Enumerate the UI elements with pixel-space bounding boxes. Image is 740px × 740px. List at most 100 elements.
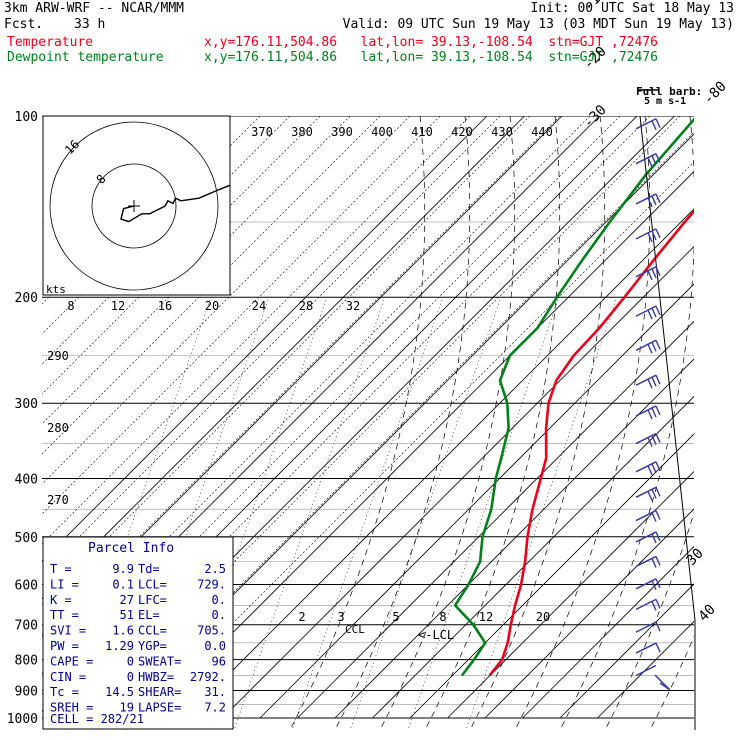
parcel-label: Tc = xyxy=(50,685,79,699)
moist-adiabat-line xyxy=(604,511,694,730)
pressure-tick-label: 100 xyxy=(15,110,38,125)
isotherm-line xyxy=(42,116,488,562)
moist-adiabat-line xyxy=(379,116,516,730)
moist-adiabat-line xyxy=(424,116,561,730)
moist-adiabat-line xyxy=(469,116,606,730)
parcel-label: PW = xyxy=(50,639,79,653)
isotherm-line xyxy=(559,583,694,719)
moist-adiabat-line xyxy=(514,116,651,730)
parcel-value: 96 xyxy=(212,654,226,668)
wind-barb-feather xyxy=(655,305,661,316)
wind-barb-feather xyxy=(647,409,653,420)
wind-barb-staff xyxy=(635,193,657,205)
wind-barb xyxy=(635,405,661,420)
isotherm-label: -30 xyxy=(581,102,610,131)
theta-label-left: 280 xyxy=(47,421,69,435)
mixing-ratio-label: 28 xyxy=(299,299,313,313)
hodograph-trace xyxy=(120,184,231,223)
isotherm-label: -20 xyxy=(581,44,610,73)
wind-barb xyxy=(635,621,661,633)
hodograph-units: kts xyxy=(46,283,66,296)
parcel-label: CAPE = xyxy=(50,654,93,668)
theta-label: 440 xyxy=(531,125,553,139)
theta-label: 400 xyxy=(371,125,393,139)
pressure-tick-label: 1000 xyxy=(7,712,38,727)
parcel-label: HWBZ= xyxy=(138,670,174,684)
hodograph-ring xyxy=(91,163,177,249)
isotherm-label: -10 xyxy=(581,0,610,14)
pressure-tick-label: 200 xyxy=(15,291,38,306)
theta-label: 410 xyxy=(411,125,433,139)
isotherm-line xyxy=(447,470,694,719)
dewpoint-location: x,y=176.11,504.86 lat,lon= 39.13,-108.54… xyxy=(204,50,658,65)
wind-barb-feather xyxy=(655,621,661,632)
wind-barb-feather xyxy=(655,374,661,385)
barb-panel-edge xyxy=(639,115,696,621)
parcel-label: CIN = xyxy=(50,670,86,684)
barb-legend-label: Full barb: xyxy=(636,85,702,98)
wind-barb-feather xyxy=(647,157,653,167)
wind-barb-staff xyxy=(635,118,657,130)
mixing-ratio-low-label: 8 xyxy=(439,610,446,624)
wind-barb-feather xyxy=(655,531,661,542)
mixing-ratio-label: 16 xyxy=(158,299,172,313)
wind-barb-staff xyxy=(635,405,657,417)
parcel-value: 705. xyxy=(197,624,226,638)
parcel-value: 729. xyxy=(197,577,226,591)
wind-barb-feather xyxy=(655,461,661,472)
pressure-tick-label: 300 xyxy=(15,397,38,412)
pressure-tick-label: 500 xyxy=(15,531,38,546)
parcel-label: SREH = xyxy=(50,701,93,715)
moist-adiabat-line xyxy=(334,116,471,730)
temperature-legend: Temperature xyxy=(7,35,94,50)
wind-barb-staff xyxy=(635,509,657,522)
wind-barb-feather xyxy=(655,405,661,416)
wind-barb-feather xyxy=(651,268,657,279)
isotherm-line xyxy=(222,245,694,719)
parcel-label: LI = xyxy=(50,577,79,591)
mixing-ratio-low-label: 20 xyxy=(536,610,550,624)
theta-label: 430 xyxy=(491,125,513,139)
wind-barb-feather xyxy=(651,307,657,318)
wind-barb-feather xyxy=(647,465,653,476)
wind-barb-staff xyxy=(635,578,657,590)
parcel-value: 0.0 xyxy=(204,639,226,653)
wind-barb xyxy=(635,555,661,568)
parcel-value: 0.1 xyxy=(112,577,134,591)
isotherm-label: -80 xyxy=(701,79,730,108)
isotherm-line xyxy=(522,545,694,719)
wind-barb-staff xyxy=(635,642,657,654)
parcel-info-panel: Parcel Info T = 9.9 Td= 2.5 LI = 0.1 LCL= 729. K … xyxy=(42,536,234,730)
parcel-value: 14.5 xyxy=(105,685,134,699)
parcel-value: 0 xyxy=(127,654,134,668)
wind-barb-staff xyxy=(635,621,657,633)
wind-barb-feather xyxy=(655,510,661,520)
parcel-value: 51 xyxy=(120,608,134,622)
theta-label-left: 270 xyxy=(47,493,69,507)
parcel-label: K = xyxy=(50,593,72,607)
barb-legend-units: 5 m s-1 xyxy=(644,96,686,107)
forecast-hour: 33 h xyxy=(74,17,106,32)
wind-barb-feather xyxy=(651,341,657,352)
wind-barb-feather xyxy=(651,463,657,474)
mixing-ratio-label: 32 xyxy=(346,299,360,313)
parcel-value: 19 xyxy=(120,701,134,715)
wind-barb-feather xyxy=(655,578,661,589)
parcel-label: LCL= xyxy=(138,577,167,591)
parcel-value: 2792. xyxy=(190,670,226,684)
wind-barb-staff xyxy=(635,432,657,445)
wind-barb-staff xyxy=(635,461,657,473)
wind-barb-feather xyxy=(647,197,653,208)
model-title: 3km ARW-WRF -- NCAR/MMM xyxy=(4,1,185,16)
parcel-value: 7.2 xyxy=(204,701,226,715)
pressure-tick-label: 900 xyxy=(15,684,38,699)
wind-barb-feather xyxy=(655,556,661,566)
wind-barb-feather xyxy=(651,376,657,387)
wind-barb-feather xyxy=(651,558,657,568)
isotherm-line xyxy=(334,358,694,719)
wind-barb xyxy=(635,578,661,591)
wind-barb-staff xyxy=(635,339,657,351)
wind-barb-staff xyxy=(635,664,657,677)
